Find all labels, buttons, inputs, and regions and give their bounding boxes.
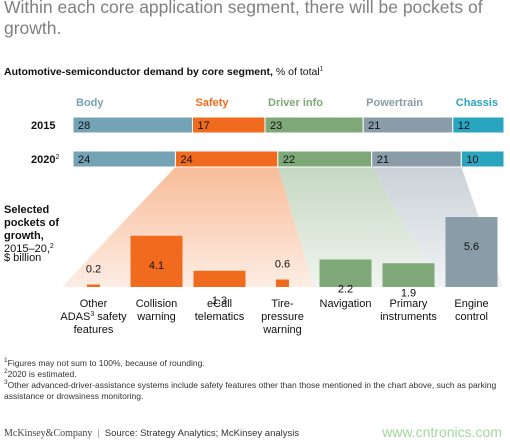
pocket-bar-navigation (319, 259, 372, 287)
fan-driver-info (277, 167, 440, 287)
pocket-label-primary-instruments: Primary instruments (380, 298, 437, 323)
pocket-value-engine-control: 5.6 (464, 241, 479, 253)
pocket-label-other-adas-features: Other ADAS3 safety features (60, 298, 127, 336)
footer-separator: | (97, 428, 100, 439)
subtitle-bold: Automotive-semiconductor demand by core … (4, 66, 273, 78)
chart-subtitle: Automotive-semiconductor demand by core … (4, 66, 323, 78)
subtitle-footnote-ref: 1 (319, 65, 324, 73)
footnotes: 1Figures may not sum to 100%, because of… (4, 357, 504, 402)
headline: Within each core application segment, th… (4, 0, 483, 38)
legend-item-chassis: Chassis (456, 97, 498, 109)
value-label-2020-chassis: 10 (466, 154, 478, 166)
pocket-bar-tire-pressure-warning (276, 279, 289, 287)
pocket-value-tire-pressure-warning: 0.6 (275, 259, 290, 271)
bar-2015-chassis (452, 116, 505, 134)
footnote: 1Figures may not sum to 100%, because of… (4, 357, 205, 368)
fan-safety (62, 167, 314, 287)
pocket-value-ecall-telematics: 1.3 (212, 295, 227, 307)
pocket-bars: 0.2 Other ADAS3 safety features 4.1 Collision… (60, 217, 498, 336)
subtitle-unit: % of total (272, 66, 320, 78)
bar-2020-chassis (460, 150, 505, 168)
value-label-2015-safety: 17 (197, 120, 209, 132)
pocket-bar-collision-warning (130, 235, 183, 287)
value-label-2020-driver-info: 22 (283, 154, 295, 166)
value-label-2015-chassis: 12 (458, 120, 470, 132)
legend: Body Safety Driver info Powertrain Chassis (76, 97, 498, 109)
source-note: Source: Strategy Analytics; McKinsey ana… (104, 428, 300, 439)
bar-2015-body (72, 116, 193, 134)
row-label-2020: 20202 (31, 154, 59, 166)
footnote: 22020 is estimated. (4, 368, 77, 379)
pocket-label-engine-control: Engine control (454, 298, 488, 323)
stacked-bars: 2015 28 17 23 21 12 20202 24 24 22 21 10 (31, 116, 505, 168)
pocket-label-tire-pressure-warning: Tire-pressure warning (261, 298, 304, 336)
pocket-bar-primary-instruments (382, 263, 435, 287)
pocket-bar-ecall-telematics (193, 270, 246, 287)
legend-item-driver-info: Driver info (268, 97, 323, 109)
value-label-2020-powertrain: 21 (377, 154, 389, 166)
pocket-bar-engine-control (445, 217, 498, 287)
value-label-2015-driver-info: 23 (270, 120, 282, 132)
pockets-label: Selected pockets of growth, 2015–20,2 $ bill… (4, 204, 59, 264)
watermark: www.cntronics.com (382, 424, 502, 440)
pocket-value-other-adas-features: 0.2 (86, 264, 101, 276)
value-label-2020-body: 24 (78, 154, 90, 166)
pocket-value-primary-instruments: 1.9 (401, 287, 416, 299)
brand-logo: McKinsey&Company (4, 428, 93, 439)
footer: McKinsey&Company | Source: Strategy Analyt… (4, 428, 299, 439)
value-label-2015-powertrain: 21 (368, 120, 380, 132)
pocket-label-navigation: Navigation (320, 298, 372, 310)
pocket-label-ecall-telematics: eCall telematics (195, 298, 245, 323)
pocket-bar-other-adas-features (87, 284, 100, 287)
pocket-label-collision-warning: Collision warning (136, 298, 178, 323)
pocket-value-navigation: 2.2 (338, 284, 353, 296)
pockets-label-text: Selected pockets of growth, 2015–20,2 $ bill… (4, 204, 59, 264)
footnote: 3Other advanced-driver-assistance system… (4, 379, 497, 401)
legend-item-powertrain: Powertrain (366, 97, 423, 109)
pocket-value-collision-warning: 4.1 (149, 260, 164, 272)
value-label-2020-safety: 24 (180, 154, 192, 166)
legend-item-safety: Safety (195, 97, 229, 109)
legend-item-body: Body (76, 97, 104, 109)
value-label-2015-body: 28 (78, 120, 90, 132)
row-label-2015: 2015 (31, 120, 55, 132)
